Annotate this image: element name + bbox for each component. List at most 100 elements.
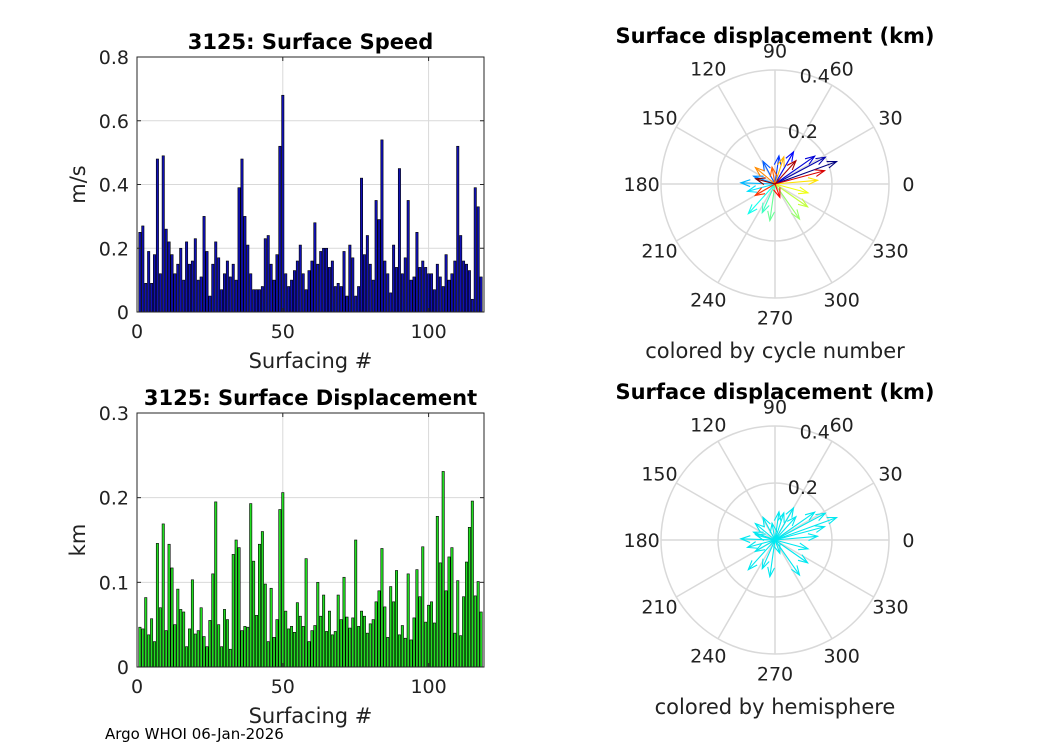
- bar: [351, 257, 355, 313]
- bar: [392, 601, 396, 668]
- bar: [348, 244, 352, 313]
- displacement-arrow: [774, 170, 825, 185]
- displacement-arrow: [762, 161, 776, 185]
- theta-tick-label: 90: [763, 41, 787, 63]
- x-axis-label: colored by cycle number: [645, 339, 905, 363]
- bar: [330, 634, 334, 668]
- bar: [333, 631, 337, 668]
- x-tick-label: 100: [410, 676, 446, 698]
- bar: [214, 501, 218, 668]
- theta-tick-label: 0: [902, 530, 914, 552]
- arrow-head: [747, 204, 758, 215]
- theta-tick-label: 120: [690, 414, 726, 436]
- arrow-head: [761, 202, 770, 215]
- bar: [447, 556, 451, 668]
- arrow-head: [739, 535, 751, 544]
- bar: [409, 279, 413, 313]
- bar: [430, 601, 433, 668]
- bar: [170, 567, 174, 668]
- bar: [327, 610, 331, 668]
- bar: [304, 558, 308, 668]
- bar: [377, 590, 381, 668]
- bar: [473, 187, 477, 313]
- arrow-head: [826, 161, 839, 169]
- displacement-arrow: [774, 539, 781, 554]
- arrow-head: [753, 543, 766, 553]
- x-tick-label: 100: [410, 321, 446, 343]
- bar: [298, 244, 302, 313]
- bar-chart-1: 0 50 100 0 0.1 0.2 0.3 3125: Surface Displaceme…: [66, 386, 485, 728]
- bar: [453, 260, 457, 313]
- bar: [260, 286, 264, 313]
- bar: [327, 267, 331, 313]
- bar: [208, 295, 212, 313]
- arrow-head: [814, 169, 827, 177]
- bar: [307, 641, 311, 668]
- bar: [441, 286, 445, 313]
- bar: [176, 263, 180, 313]
- bar: [164, 228, 168, 313]
- bar: [380, 548, 384, 668]
- bar: [167, 241, 171, 313]
- bar: [199, 276, 203, 313]
- bar: [450, 273, 454, 313]
- arrow-head: [767, 210, 776, 223]
- bar: [470, 298, 474, 313]
- displacement-arrow: [774, 511, 780, 541]
- chart-title: Surface displacement (km): [615, 380, 934, 404]
- bar: [316, 263, 320, 313]
- arrow-head: [773, 510, 782, 522]
- bar: [295, 260, 299, 313]
- bar: [211, 573, 215, 668]
- bar: [225, 619, 229, 668]
- bar: [155, 158, 159, 313]
- bar: [205, 251, 209, 313]
- bar: [161, 155, 165, 313]
- bar: [313, 222, 317, 313]
- displacement-arrow: [774, 183, 809, 194]
- arrow-head: [785, 506, 795, 518]
- bar: [412, 617, 416, 668]
- bar: [412, 276, 416, 313]
- bar: [342, 251, 346, 313]
- theta-tick-label: 180: [623, 530, 659, 552]
- bar: [389, 292, 393, 313]
- displacement-arrow: [774, 183, 781, 198]
- bar: [301, 626, 305, 668]
- bar: [339, 619, 343, 668]
- bar: [263, 583, 267, 668]
- arrow-head: [797, 198, 809, 208]
- bar: [173, 624, 177, 668]
- bar: [263, 238, 267, 313]
- bar: [260, 531, 264, 668]
- theta-tick-label: 300: [824, 646, 860, 668]
- bar: [357, 286, 361, 313]
- r-tick-label: 0.4: [800, 65, 830, 87]
- bar: [418, 596, 422, 668]
- displacement-arrow: [774, 156, 826, 185]
- bar: [217, 624, 221, 668]
- bar: [467, 270, 471, 313]
- displacement-arrow: [774, 507, 795, 541]
- theta-tick-label: 150: [641, 107, 677, 129]
- bar: [147, 251, 151, 313]
- bar: [456, 580, 460, 668]
- x-axis-label: Surfacing #: [249, 704, 373, 728]
- polar-ring: [660, 69, 890, 299]
- displacement-arrow: [754, 523, 776, 541]
- bar: [441, 471, 445, 668]
- bar: [243, 216, 247, 313]
- y-tick-label: 0.6: [99, 111, 129, 133]
- bar: [336, 283, 340, 313]
- polar-ring: [717, 482, 833, 598]
- bar: [292, 270, 296, 313]
- bar: [360, 610, 363, 668]
- bar: [383, 606, 387, 668]
- bar: [188, 263, 191, 313]
- theta-tick-label: 60: [830, 58, 854, 80]
- bar: [406, 573, 410, 668]
- bar: [249, 503, 253, 668]
- bar: [225, 260, 229, 313]
- bar: [214, 241, 218, 313]
